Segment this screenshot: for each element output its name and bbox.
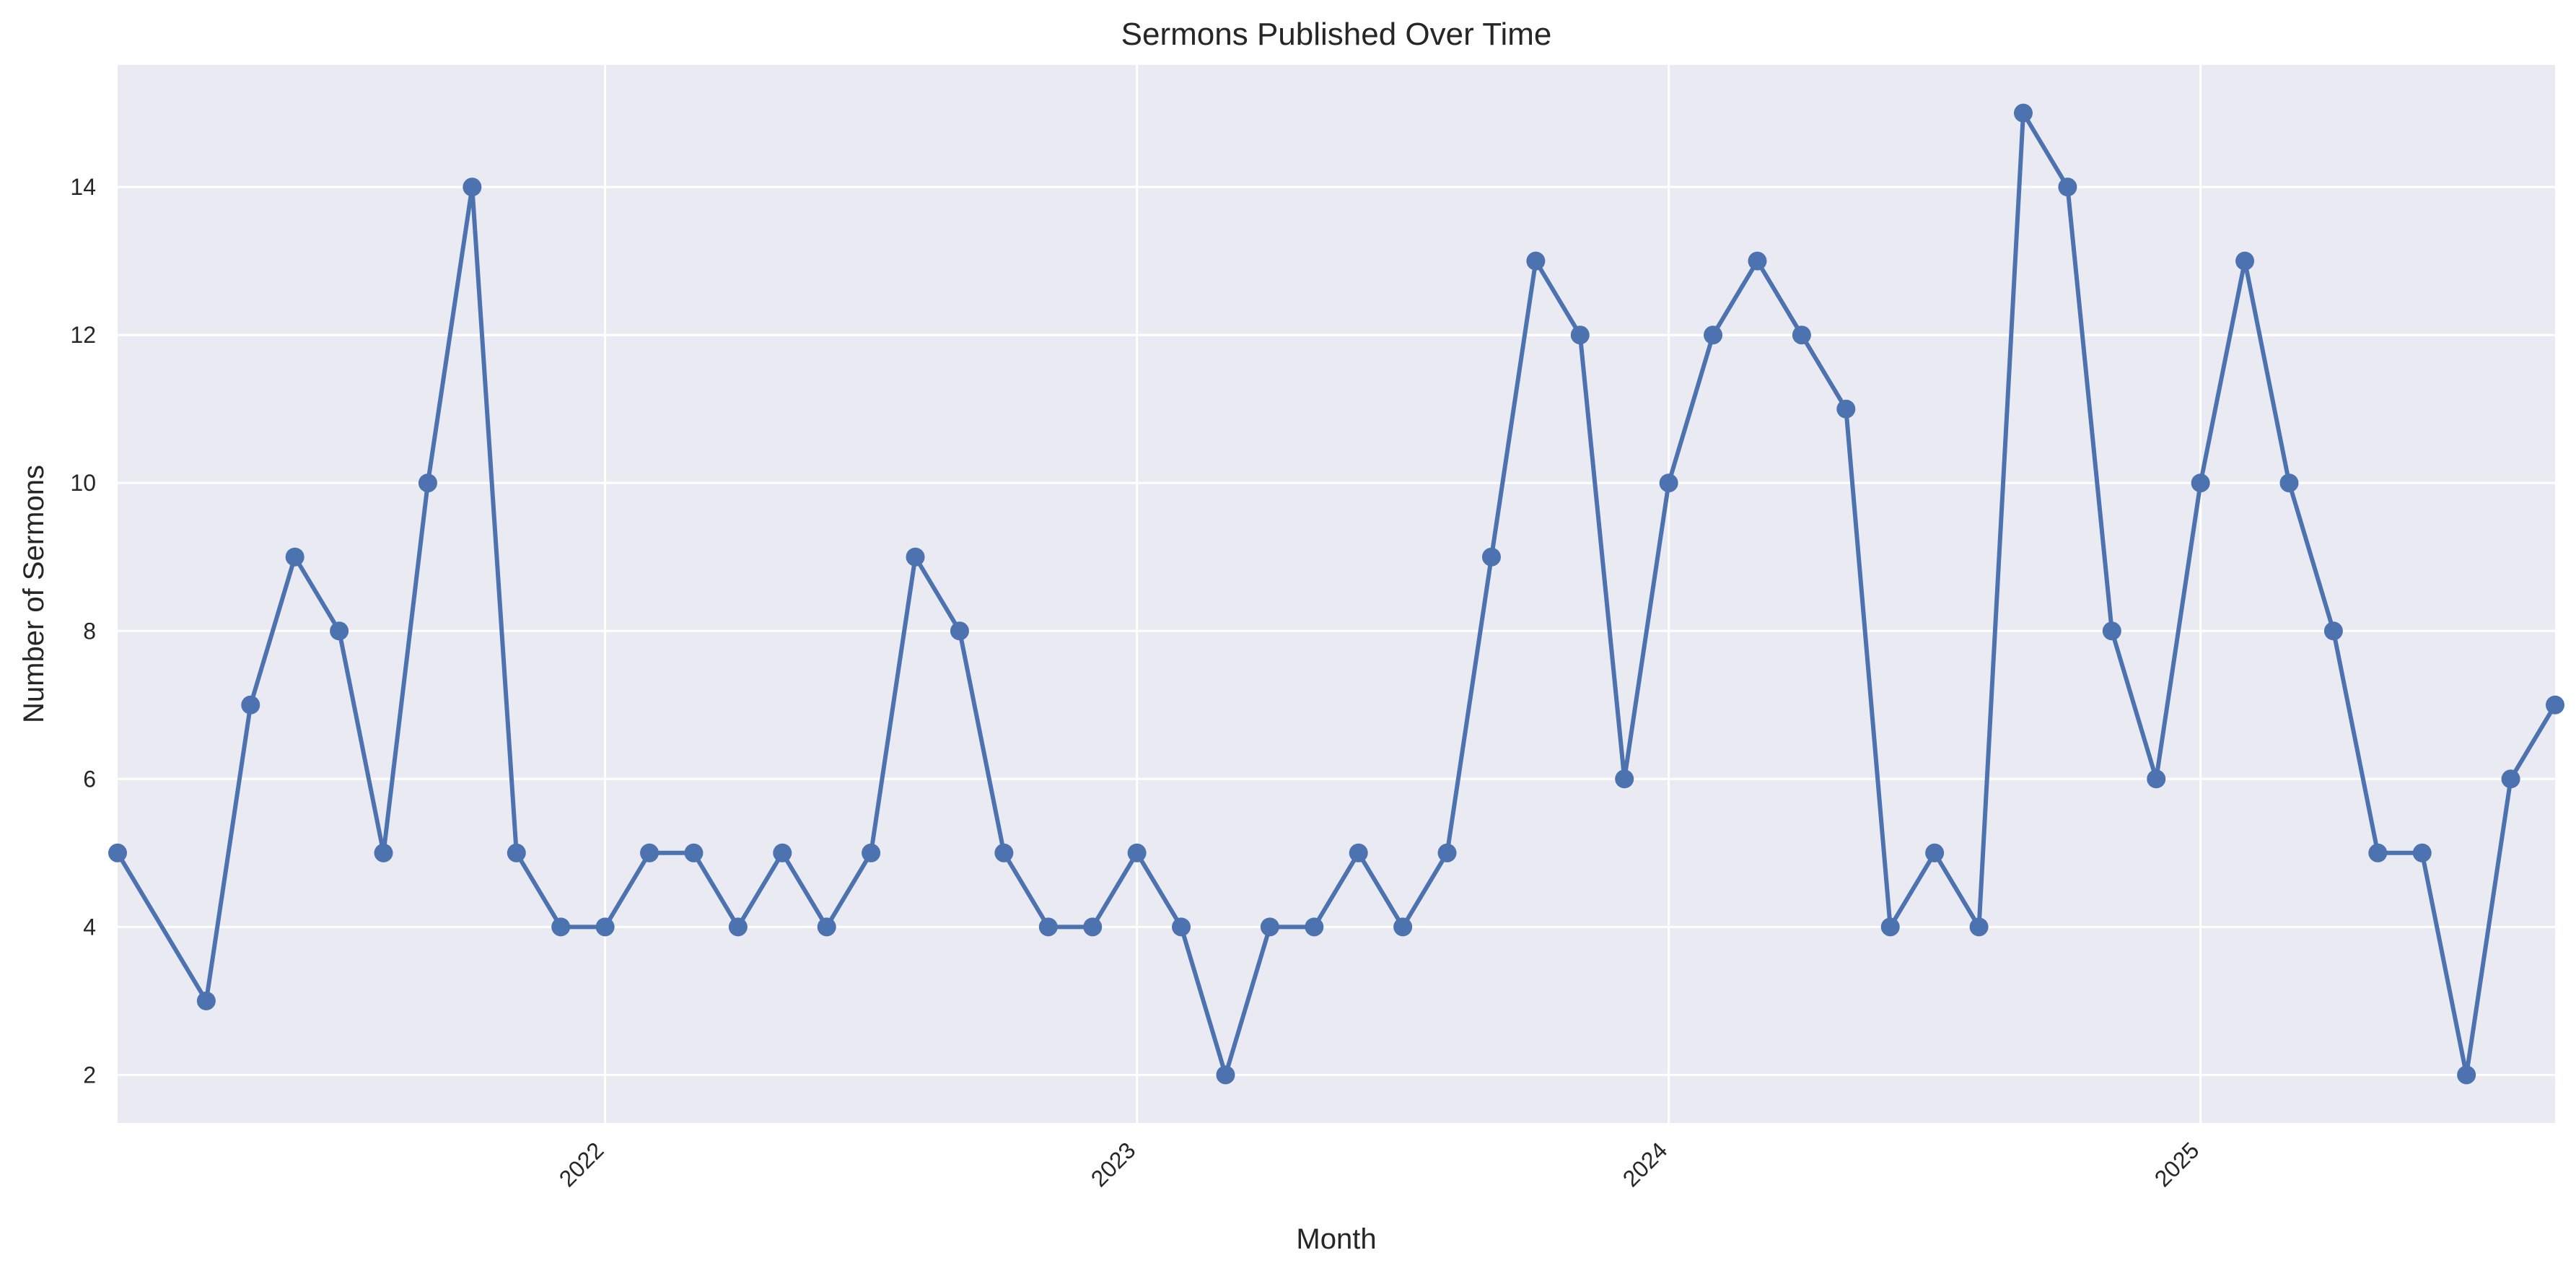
data-point — [1437, 843, 1457, 862]
data-point — [728, 917, 748, 937]
x-axis-title: Month — [1296, 1223, 1376, 1255]
data-point — [1127, 843, 1147, 862]
chart-title: Sermons Published Over Time — [1121, 17, 1552, 52]
data-point — [2546, 695, 2564, 715]
data-point — [551, 917, 571, 937]
data-point — [1038, 917, 1058, 937]
data-point — [2191, 473, 2210, 493]
data-point — [1393, 917, 1413, 937]
data-point — [950, 621, 969, 641]
y-tick-label: 8 — [83, 618, 96, 644]
y-tick-label: 10 — [70, 470, 96, 496]
data-point — [595, 917, 615, 937]
data-point — [640, 843, 660, 862]
data-point — [1748, 251, 1767, 271]
y-tick-label: 2 — [83, 1062, 96, 1088]
data-point — [1260, 917, 1279, 937]
data-point — [1925, 843, 1945, 862]
data-point — [1880, 917, 1900, 937]
y-tick-label: 12 — [70, 322, 96, 348]
data-point — [108, 843, 127, 862]
y-tick-label: 14 — [70, 174, 96, 200]
data-point — [862, 843, 881, 862]
x-tick-label: 2024 — [1618, 1137, 1673, 1192]
grid-lines — [118, 65, 2555, 1123]
data-point — [2013, 103, 2033, 123]
data-point — [1969, 917, 1989, 937]
data-point — [994, 843, 1014, 862]
data-point — [2323, 621, 2343, 641]
y-tick-label: 4 — [83, 914, 96, 940]
x-tick-label: 2025 — [2150, 1137, 2204, 1192]
data-point — [507, 843, 526, 862]
data-point — [285, 547, 305, 567]
data-point — [1704, 325, 1723, 345]
data-point — [817, 917, 836, 937]
data-point — [196, 991, 216, 1010]
data-point — [2412, 843, 2432, 862]
data-point — [463, 178, 482, 197]
data-point — [773, 843, 792, 862]
data-point — [330, 621, 349, 641]
data-point — [1615, 769, 1634, 789]
data-point — [1216, 1065, 1235, 1085]
data-point — [1526, 251, 1546, 271]
data-point — [1836, 399, 1856, 419]
data-point — [1481, 547, 1501, 567]
series-layer — [108, 103, 2564, 1085]
data-point — [1570, 325, 1590, 345]
data-point — [2102, 621, 2121, 641]
data-point — [2058, 178, 2077, 197]
data-point — [374, 843, 393, 862]
x-tick-label: 2022 — [554, 1137, 609, 1192]
data-point — [1792, 325, 1811, 345]
data-point — [1349, 843, 1368, 862]
data-point — [684, 843, 704, 862]
data-point — [1659, 473, 1678, 493]
data-point — [906, 547, 925, 567]
data-point — [241, 695, 260, 715]
y-axis-title: Number of Sermons — [18, 465, 50, 723]
data-point — [1172, 917, 1191, 937]
data-point — [1305, 917, 1324, 937]
data-point — [418, 473, 437, 493]
data-point — [2279, 473, 2299, 493]
data-point — [2368, 843, 2388, 862]
data-point — [2501, 769, 2520, 789]
data-point — [2147, 769, 2166, 789]
x-tick-label: 2023 — [1086, 1137, 1141, 1192]
y-tick-label: 6 — [83, 766, 96, 792]
data-point — [2457, 1065, 2476, 1085]
plot-background — [118, 65, 2555, 1123]
data-point — [2235, 251, 2255, 271]
data-point — [1083, 917, 1103, 937]
